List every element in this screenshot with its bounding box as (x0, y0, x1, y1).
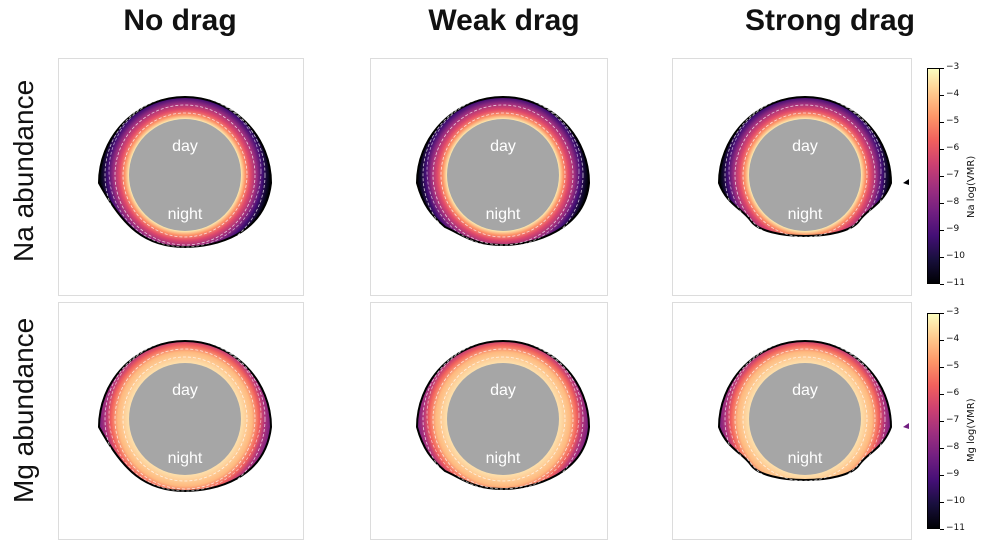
contour-line (114, 348, 256, 490)
colorbar-tick: −4 (939, 89, 960, 99)
contour-line (432, 348, 574, 490)
contour-line (440, 112, 566, 238)
planet-disk (447, 363, 559, 475)
colorbar-tick: −10 (940, 251, 965, 261)
planet-disk (129, 119, 241, 231)
panel-na-no-drag: day night (58, 58, 304, 296)
colorbar-tick: −11 (940, 278, 965, 288)
contour-line (734, 348, 876, 490)
edge-marker (903, 179, 909, 185)
contour-line (108, 94, 262, 248)
colorbar-tick: −5 (939, 116, 960, 126)
contour-line (728, 338, 882, 492)
day-label: day (490, 138, 516, 155)
night-label: night (486, 206, 521, 223)
panel-na-strong-drag: day night (672, 58, 912, 296)
contour-line (114, 104, 256, 246)
night-label: night (486, 450, 521, 467)
colorbar-tick: −6 (939, 388, 960, 398)
column-title-weak-drag: Weak drag (428, 4, 580, 37)
column-title-no-drag: No drag (123, 4, 237, 37)
edge-marker (903, 423, 909, 429)
colorbar-mg-ticks: −3 −4 −5 −6 −7 −8 −9 −10 −11 (939, 307, 976, 537)
contour-line (122, 112, 248, 238)
column-title-strong-drag: Strong drag (745, 4, 915, 37)
contour-line (440, 356, 566, 482)
contour-line (108, 338, 262, 492)
colorbar-mg-label: Mg log(VMR) (966, 398, 977, 462)
panel-mg-no-drag: day night (58, 302, 304, 540)
day-label: day (490, 382, 516, 399)
colorbar-tick: −11 (940, 523, 965, 533)
colorbar-na (927, 68, 940, 284)
panel-mg-weak-drag: day night (370, 302, 608, 540)
colorbar-na-label: Na log(VMR) (966, 155, 977, 218)
colorbar-tick: −9 (939, 224, 960, 234)
day-label: day (172, 138, 198, 155)
colorbar-tick: −4 (939, 334, 960, 344)
colorbar-mg (927, 313, 940, 529)
row-title-mg: Mg abundance (8, 317, 39, 503)
day-label: day (792, 382, 818, 399)
colorbar-tick: −10 (940, 496, 965, 506)
colorbar-tick: −8 (939, 197, 960, 207)
contour-line (122, 356, 248, 482)
night-label: night (168, 450, 203, 467)
night-label: night (168, 206, 203, 223)
planet-disk (749, 119, 861, 231)
colorbar-tick: −3 (939, 307, 960, 317)
colorbar-tick: −6 (939, 143, 960, 153)
colorbar-na-ticks: −3 −4 −5 −6 −7 −8 −9 −10 −11 (939, 62, 976, 292)
planet-disk (749, 363, 861, 475)
panel-na-weak-drag: day night (370, 58, 608, 296)
contour-line (432, 104, 574, 246)
night-label: night (788, 206, 823, 223)
colorbar-tick: −9 (939, 469, 960, 479)
colorbar-tick: −3 (939, 62, 960, 72)
day-label: day (792, 138, 818, 155)
panel-mg-strong-drag: day night (672, 302, 912, 540)
colorbar-tick: −8 (939, 442, 960, 452)
contour-line (734, 104, 876, 246)
contour-line (426, 94, 580, 248)
colorbar-tick: −7 (939, 415, 960, 425)
day-label: day (172, 382, 198, 399)
planet-disk (129, 363, 241, 475)
row-title-na: Na abundance (8, 79, 39, 262)
colorbar-tick: −7 (939, 170, 960, 180)
colorbar-tick: −5 (939, 361, 960, 371)
contour-line (742, 112, 868, 238)
contour-line (742, 356, 868, 482)
planet-disk (447, 119, 559, 231)
contour-line (426, 338, 580, 492)
night-label: night (788, 450, 823, 467)
contour-line (728, 94, 882, 248)
